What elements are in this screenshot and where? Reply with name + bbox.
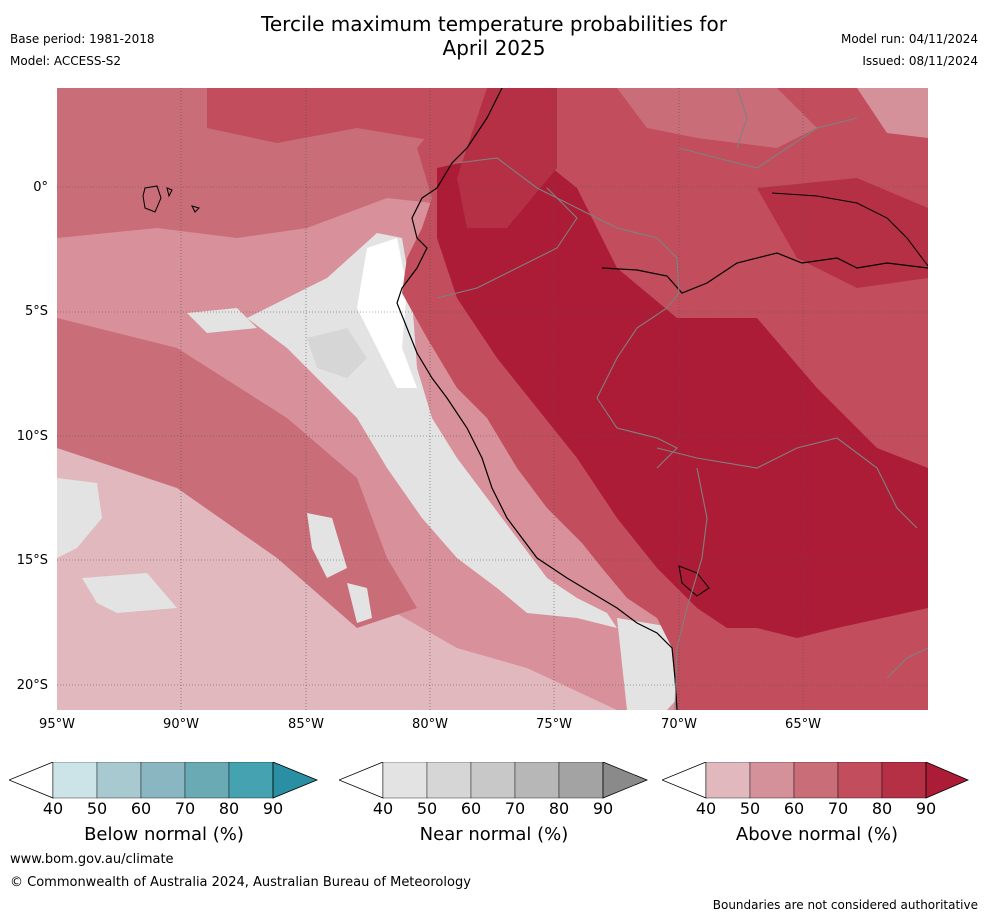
near-normal-patch-3 [307, 513, 347, 578]
title-line-1: Tercile maximum temperature probabilitie… [261, 12, 727, 36]
land-light-northeast [857, 88, 928, 138]
chart-title: Tercile maximum temperature probabilitie… [0, 12, 988, 60]
below-normal-swatch-4 [184, 762, 230, 799]
tick: 60 [783, 799, 805, 818]
below-normal-swatch-5 [228, 762, 274, 799]
land-hot-north [457, 88, 557, 228]
below-normal-swatch-2 [96, 762, 142, 799]
metadata-left: Base period: 1981-2018 Model: ACCESS-S2 [10, 28, 155, 72]
near-normal-swatch-2 [426, 762, 472, 799]
lon-label-85w: 85°W [288, 717, 324, 732]
lake-titicaca [678, 565, 710, 597]
above-normal-swatch-4 [837, 762, 883, 799]
tick: 50 [416, 799, 438, 818]
tick: 80 [871, 799, 893, 818]
probability-map [57, 88, 928, 710]
near-normal-patch-7 [187, 308, 257, 333]
near-normal-upper-cap [602, 762, 649, 799]
above-normal-swatch-1 [705, 762, 751, 799]
land-light-south [677, 628, 928, 710]
near-normal-swatch-5 [558, 762, 604, 799]
footer-url: www.bom.gov.au/climate [10, 852, 174, 867]
lat-label-5s: 5°S [24, 304, 48, 319]
tick: 50 [739, 799, 761, 818]
lat-label-0: 0° [33, 180, 48, 195]
tick: 70 [174, 799, 196, 818]
above-normal-swatch-2 [749, 762, 795, 799]
metadata-right: Model run: 04/11/2024 Issued: 08/11/2024 [841, 28, 978, 72]
tick: 80 [218, 799, 240, 818]
near-normal-patch-1 [57, 478, 102, 558]
tick: 90 [915, 799, 937, 818]
above-normal-lower-cap [662, 762, 707, 799]
model-run: Model run: 04/11/2024 [840, 32, 978, 46]
tick: 50 [86, 799, 108, 818]
white-coastal-strip [357, 238, 417, 388]
near-normal-swatch-3 [470, 762, 516, 799]
lon-label-95w: 95°W [39, 717, 75, 732]
tick: 40 [695, 799, 717, 818]
lon-label-90w: 90°W [163, 717, 199, 732]
copyright: © Commonwealth of Australia 2024, Austra… [10, 875, 471, 890]
below-normal-swatch-1 [52, 762, 98, 799]
tick: 70 [504, 799, 526, 818]
legend-below-normal-title: Below normal (%) [84, 824, 244, 845]
above-normal-swatch-3 [793, 762, 839, 799]
legend-below-normal-bar [9, 762, 319, 799]
near-normal-patch-4 [347, 583, 372, 623]
lon-label-80w: 80°W [412, 717, 448, 732]
tick: 60 [460, 799, 482, 818]
model-name: Model: ACCESS-S2 [10, 54, 122, 68]
land-hot-core [437, 148, 928, 648]
base-period: Base period: 1981-2018 [10, 32, 155, 46]
tick: 70 [827, 799, 849, 818]
tick: 40 [42, 799, 64, 818]
amazon-river [601, 252, 928, 294]
lat-label-15s: 15°S [16, 553, 48, 568]
issued-date: Issued: 08/11/2024 [862, 54, 978, 68]
disclaimer: Boundaries are not considered authoritat… [712, 898, 978, 912]
tick: 60 [130, 799, 152, 818]
land-hot-east [757, 178, 928, 288]
lon-label-70w: 70°W [661, 717, 697, 732]
lon-label-75w: 75°W [536, 717, 572, 732]
country-borders [436, 88, 928, 710]
tick: 80 [548, 799, 570, 818]
legend-above-normal-title: Above normal (%) [735, 824, 899, 845]
northern-river [771, 192, 928, 267]
lat-label-10s: 10°S [16, 429, 48, 444]
ocean-hot-patch [207, 88, 497, 148]
galapagos-small [166, 187, 200, 213]
tick: 90 [262, 799, 284, 818]
coastline [396, 88, 678, 710]
near-normal-swatch-4 [514, 762, 560, 799]
below-normal-upper-cap [272, 762, 319, 799]
galapagos-islands [142, 185, 162, 213]
tick: 90 [592, 799, 614, 818]
title-line-2: April 2025 [442, 36, 546, 60]
near-normal-swatch-1 [382, 762, 428, 799]
near-normal-lower-cap [339, 762, 384, 799]
above-normal-swatch-5 [881, 762, 927, 799]
lon-label-65w: 65°W [785, 717, 821, 732]
tick: 40 [372, 799, 394, 818]
near-normal-inner [307, 328, 367, 378]
above-normal-upper-cap [925, 762, 970, 799]
below-normal-lower-cap [9, 762, 54, 799]
near-normal-patch-2 [82, 573, 177, 613]
legend-near-normal-bar [339, 762, 649, 799]
below-normal-swatch-3 [140, 762, 186, 799]
legend-above-normal-bar [662, 762, 970, 799]
legend-near-normal-title: Near normal (%) [419, 824, 569, 845]
land-light-north [617, 88, 817, 148]
lat-label-20s: 20°S [16, 678, 48, 693]
grid-lines [57, 88, 928, 710]
